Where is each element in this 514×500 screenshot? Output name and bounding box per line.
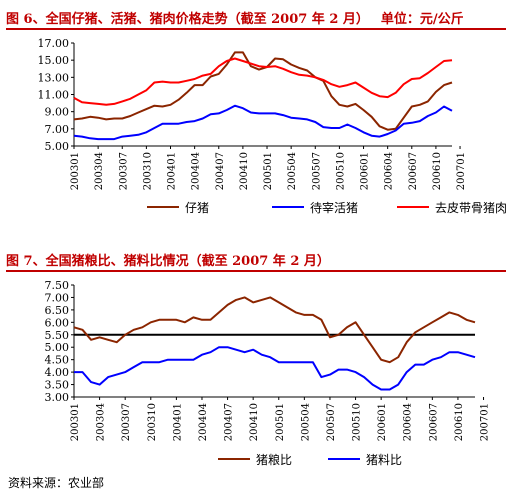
chart2-svg: 7.507.006.506.005.505.004.504.003.503.00… bbox=[45, 279, 491, 467]
chart1-x-tick-label: 200501 bbox=[263, 152, 274, 190]
chart1-y-tick-label: 9.00 bbox=[45, 106, 70, 119]
chart1-x-tick-label: 200601 bbox=[360, 152, 371, 190]
chart1-x-tick-label: 200410 bbox=[239, 152, 250, 190]
chart1-x-tick-label: 200304 bbox=[94, 152, 105, 190]
chart2-x-tick-label: 200504 bbox=[300, 403, 311, 441]
chart2-y-tick-label: 4.00 bbox=[45, 366, 70, 379]
chart2-x-tick-label: 200404 bbox=[198, 403, 209, 441]
chart1-y-tick-label: 7.00 bbox=[45, 123, 70, 136]
chart1-title-text: 图 6、全国仔猪、活猪、猪肉价格走势（截至 2007 年 2 月） bbox=[6, 12, 369, 27]
chart1-x-tick-label: 200604 bbox=[384, 152, 395, 190]
chart2-x-tick-label: 200510 bbox=[352, 403, 363, 441]
chart1-y-tick-label: 5.00 bbox=[45, 140, 70, 153]
chart1-x-tick-label: 200310 bbox=[142, 152, 153, 190]
chart1-x-tick-label: 200307 bbox=[118, 152, 129, 190]
chart2-x-tick-label: 200501 bbox=[275, 403, 286, 441]
chart2-title-text: 图 7、全国猪粮比、猪料比情况（截至 2007 年 2 月） bbox=[6, 254, 330, 269]
chart2-x-tick-label: 200410 bbox=[249, 403, 260, 441]
chart2-x-tick-label: 200507 bbox=[326, 403, 337, 441]
chart1-legend-label-3: 去皮带骨猪肉 bbox=[435, 201, 507, 215]
chart2-x-tick-label: 200610 bbox=[454, 403, 465, 441]
chart1-y-tick-label: 11.00 bbox=[38, 89, 70, 102]
chart2-y-tick-label: 5.00 bbox=[45, 341, 70, 354]
chart2-y-tick-label: 3.50 bbox=[45, 379, 70, 392]
chart1-x-tick-label: 200401 bbox=[167, 152, 178, 190]
chart2-y-tick-label: 6.00 bbox=[45, 316, 70, 329]
chart2-series-line-1 bbox=[73, 296, 476, 364]
chart1-y-tick-label: 17.00 bbox=[38, 37, 70, 50]
chart1-legend-label-1: 仔猪 bbox=[185, 201, 209, 215]
chart2-y-tick-label: 5.50 bbox=[45, 329, 70, 342]
chart1-x-tick-label: 200507 bbox=[311, 152, 322, 190]
chart1-x-tick-label: 200504 bbox=[287, 152, 298, 190]
chart2-x-tick-label: 200701 bbox=[480, 403, 491, 441]
chart2-x-tick-label: 200604 bbox=[403, 403, 414, 441]
chart2-x-tick-label: 200310 bbox=[147, 403, 158, 441]
chart1-x-tick-label: 200301 bbox=[70, 152, 81, 190]
chart1-y-tick-label: 13.00 bbox=[38, 71, 70, 84]
chart2-x-tick-label: 200607 bbox=[428, 403, 439, 441]
chart2-title-rule bbox=[6, 270, 506, 272]
chart1-series-line-3 bbox=[73, 57, 453, 106]
chart2-legend-label-2: 猪料比 bbox=[366, 453, 402, 467]
chart1-series-line-1 bbox=[73, 51, 453, 131]
chart2-x-tick-label: 200301 bbox=[70, 403, 81, 441]
chart2-x-tick-label: 200407 bbox=[224, 403, 235, 441]
chart1-x-tick-label: 200610 bbox=[432, 152, 443, 190]
chart2-x-tick-label: 200601 bbox=[377, 403, 388, 441]
source-note: 资料来源：农业部 bbox=[8, 476, 105, 490]
chart1-x-tick-label: 200407 bbox=[215, 152, 226, 190]
chart1-unit: 单位：元/公斤 bbox=[380, 12, 464, 27]
chart2-x-tick-label: 200307 bbox=[121, 403, 132, 441]
chart1-legend-label-2: 待宰活猪 bbox=[310, 200, 358, 215]
chart2-y-tick-label: 7.50 bbox=[45, 279, 70, 292]
chart1-x-tick-label: 200607 bbox=[408, 152, 419, 190]
chart1-y-tick-label: 15.00 bbox=[38, 54, 70, 67]
chart1-series-line-2 bbox=[73, 104, 453, 141]
chart2-y-tick-label: 3.00 bbox=[45, 391, 70, 404]
chart2-series-line-2 bbox=[74, 346, 476, 391]
chart1-x-tick-label: 200404 bbox=[191, 152, 202, 190]
chart2-y-tick-label: 6.50 bbox=[45, 304, 70, 317]
chart2-y-tick-label: 7.00 bbox=[45, 291, 70, 304]
chart2-x-tick-label: 200401 bbox=[172, 403, 183, 441]
chart1-title-rule bbox=[6, 28, 506, 30]
chart2-legend-label-1: 猪粮比 bbox=[256, 452, 292, 467]
chart2-x-tick-label: 200304 bbox=[96, 403, 107, 441]
chart1-x-tick-label: 200510 bbox=[335, 152, 346, 190]
chart1-title: 图 6、全国仔猪、活猪、猪肉价格走势（截至 2007 年 2 月） 单位：元/公斤 bbox=[6, 8, 464, 27]
chart1-x-tick-label: 200701 bbox=[456, 152, 467, 190]
chart2-title: 图 7、全国猪粮比、猪料比情况（截至 2007 年 2 月） bbox=[6, 250, 330, 269]
chart2-y-tick-label: 4.50 bbox=[45, 354, 70, 367]
